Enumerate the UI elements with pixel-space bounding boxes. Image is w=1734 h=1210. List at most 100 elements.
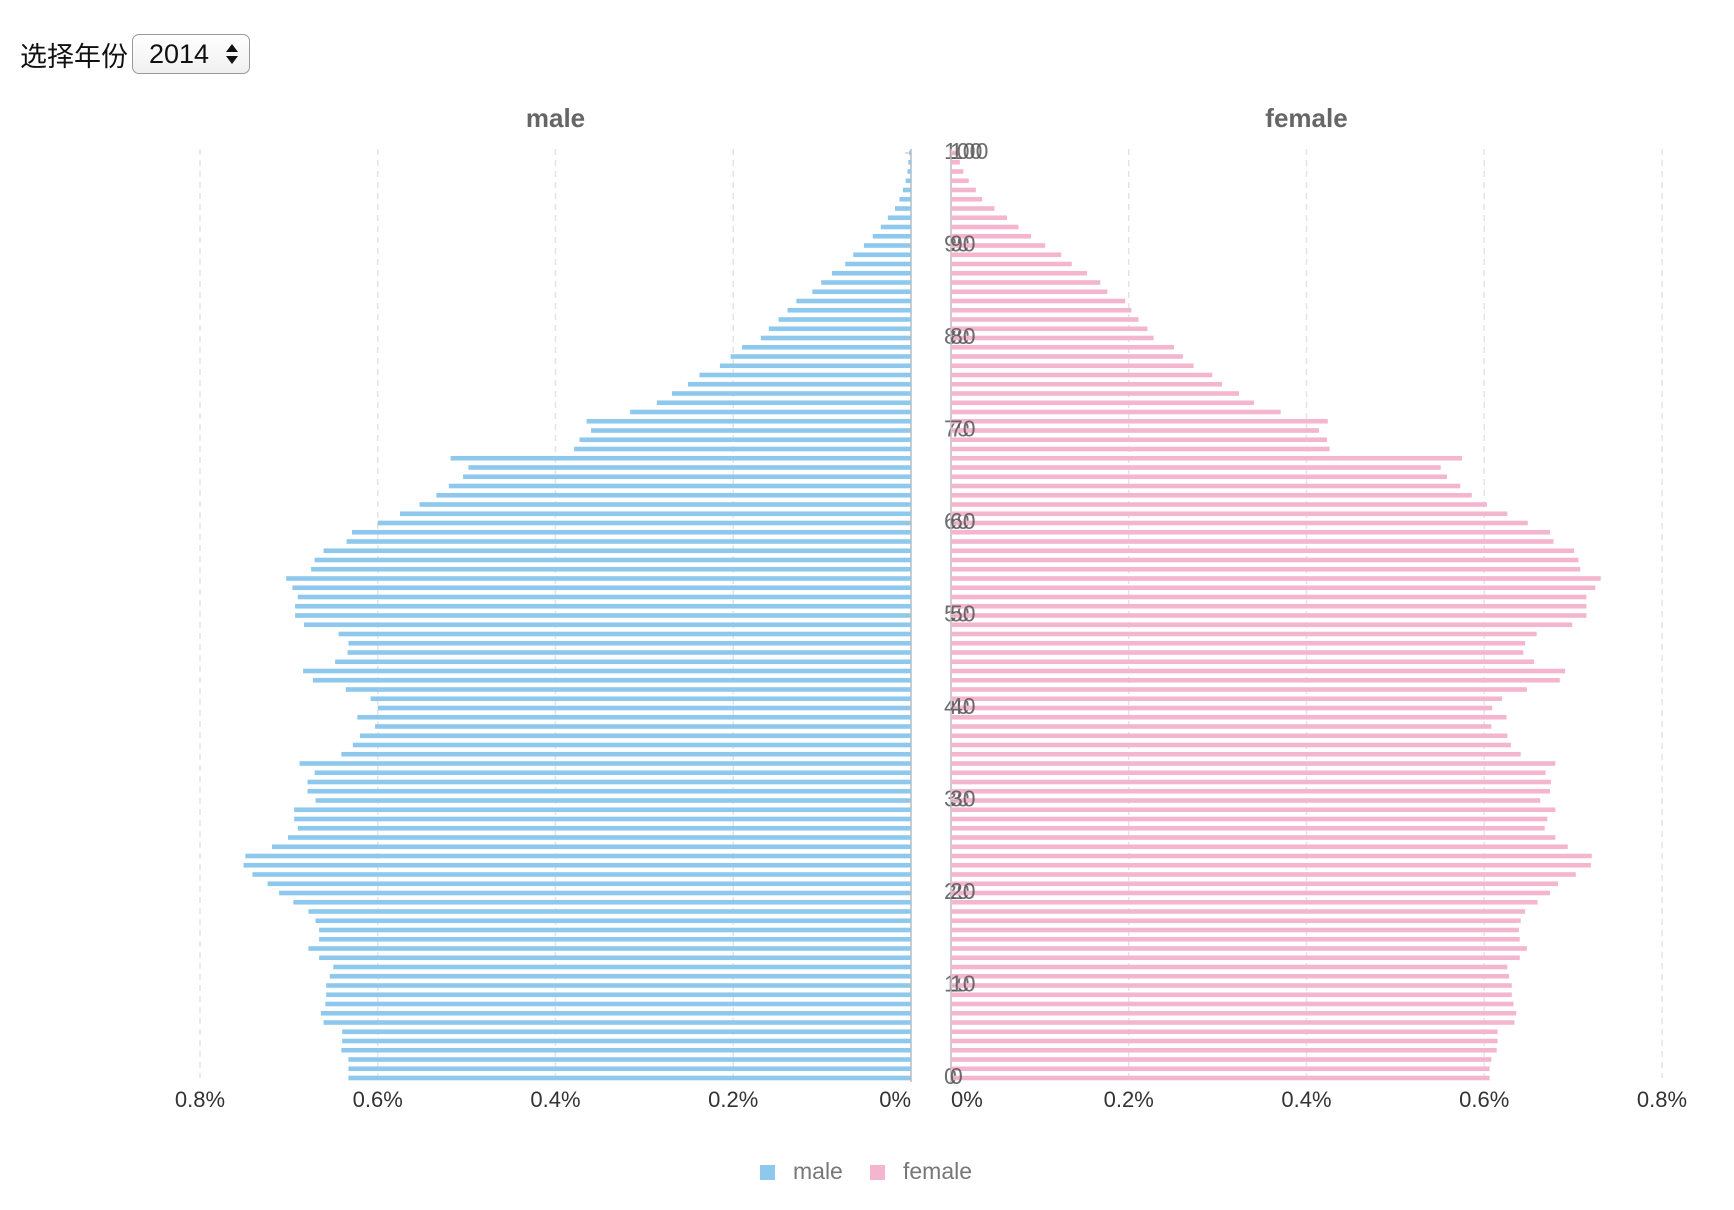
bar bbox=[905, 178, 911, 184]
bar bbox=[951, 437, 1327, 443]
bar bbox=[742, 344, 911, 350]
x-tick-label: 0.2% bbox=[1104, 1087, 1154, 1112]
legend-label: female bbox=[903, 1158, 972, 1184]
bar bbox=[951, 354, 1183, 359]
bar bbox=[341, 751, 911, 757]
bar bbox=[951, 1066, 1490, 1072]
bar bbox=[951, 196, 983, 202]
bar bbox=[903, 187, 911, 193]
bar bbox=[326, 983, 911, 988]
bar bbox=[778, 317, 911, 322]
bar bbox=[292, 585, 911, 591]
y-tick-label: 40 bbox=[950, 693, 976, 719]
bar bbox=[951, 872, 1576, 877]
bar bbox=[951, 1057, 1492, 1062]
bar bbox=[951, 659, 1535, 665]
bar bbox=[243, 862, 911, 868]
bar bbox=[297, 825, 911, 831]
bar bbox=[951, 576, 1601, 581]
y-tick-label: 80 bbox=[950, 323, 976, 349]
bar bbox=[303, 668, 912, 674]
bar bbox=[323, 1020, 911, 1025]
bar bbox=[951, 400, 1255, 406]
bar bbox=[687, 381, 911, 387]
bar bbox=[951, 862, 1591, 868]
bar bbox=[951, 455, 1463, 461]
bar bbox=[951, 178, 969, 184]
bar bbox=[951, 1010, 1517, 1016]
bar bbox=[951, 677, 1560, 683]
legend-label: male bbox=[793, 1158, 843, 1184]
bar bbox=[951, 187, 976, 193]
y-tick-label: 100 bbox=[950, 138, 988, 164]
bar bbox=[307, 779, 911, 785]
bar bbox=[768, 326, 911, 332]
bar bbox=[951, 751, 1521, 757]
bar bbox=[252, 872, 911, 877]
y-tick-label: 70 bbox=[950, 416, 976, 442]
bar bbox=[951, 594, 1587, 600]
year-select[interactable]: 2014 bbox=[132, 34, 250, 74]
y-tick-label: 30 bbox=[950, 786, 976, 812]
bar bbox=[320, 1010, 911, 1016]
bar bbox=[951, 363, 1194, 369]
bar bbox=[951, 344, 1175, 350]
bar bbox=[951, 1001, 1514, 1007]
bar bbox=[872, 233, 911, 239]
bar bbox=[951, 326, 1148, 332]
y-tick-label: 20 bbox=[950, 878, 976, 904]
bar bbox=[951, 298, 1126, 304]
bar bbox=[286, 576, 911, 581]
bar bbox=[951, 483, 1461, 489]
bar bbox=[951, 992, 1512, 998]
bar bbox=[315, 798, 912, 803]
panel-title: female bbox=[1265, 103, 1347, 133]
bar bbox=[325, 1001, 912, 1007]
x-tick-label: 0% bbox=[951, 1087, 983, 1112]
select-label: 选择年份 bbox=[20, 41, 128, 72]
x-tick-label: 0.2% bbox=[708, 1087, 758, 1112]
bar bbox=[951, 853, 1592, 859]
bar bbox=[951, 418, 1328, 424]
bar bbox=[357, 714, 912, 720]
bar bbox=[951, 233, 1031, 239]
bar bbox=[951, 899, 1538, 905]
bar bbox=[348, 1057, 911, 1062]
bar bbox=[951, 779, 1551, 785]
bar bbox=[951, 761, 1556, 766]
bar bbox=[760, 335, 911, 341]
bar bbox=[951, 280, 1101, 285]
bar bbox=[951, 807, 1556, 813]
bar bbox=[352, 742, 911, 748]
bar bbox=[951, 335, 1154, 341]
bar bbox=[951, 465, 1441, 470]
x-tick-label: 0.6% bbox=[353, 1087, 403, 1112]
bar bbox=[899, 196, 911, 202]
bar bbox=[377, 520, 911, 526]
bar bbox=[831, 270, 911, 276]
bar bbox=[951, 844, 1568, 850]
bar bbox=[951, 520, 1528, 526]
bar bbox=[319, 936, 911, 942]
bar bbox=[574, 446, 911, 452]
bar bbox=[951, 1038, 1498, 1044]
bar bbox=[951, 816, 1548, 822]
bar bbox=[951, 1020, 1515, 1025]
bar bbox=[951, 668, 1566, 674]
bar bbox=[951, 798, 1541, 803]
bar bbox=[448, 483, 911, 489]
bar bbox=[346, 539, 911, 544]
bar bbox=[314, 770, 911, 776]
bar bbox=[951, 936, 1520, 942]
legend-swatch bbox=[760, 1165, 775, 1180]
bar bbox=[951, 696, 1503, 702]
bar bbox=[951, 381, 1223, 387]
bar bbox=[821, 280, 911, 285]
bar bbox=[314, 557, 911, 563]
bar bbox=[880, 224, 911, 230]
bar bbox=[895, 206, 911, 211]
bar bbox=[951, 640, 1526, 646]
bar bbox=[450, 455, 911, 461]
